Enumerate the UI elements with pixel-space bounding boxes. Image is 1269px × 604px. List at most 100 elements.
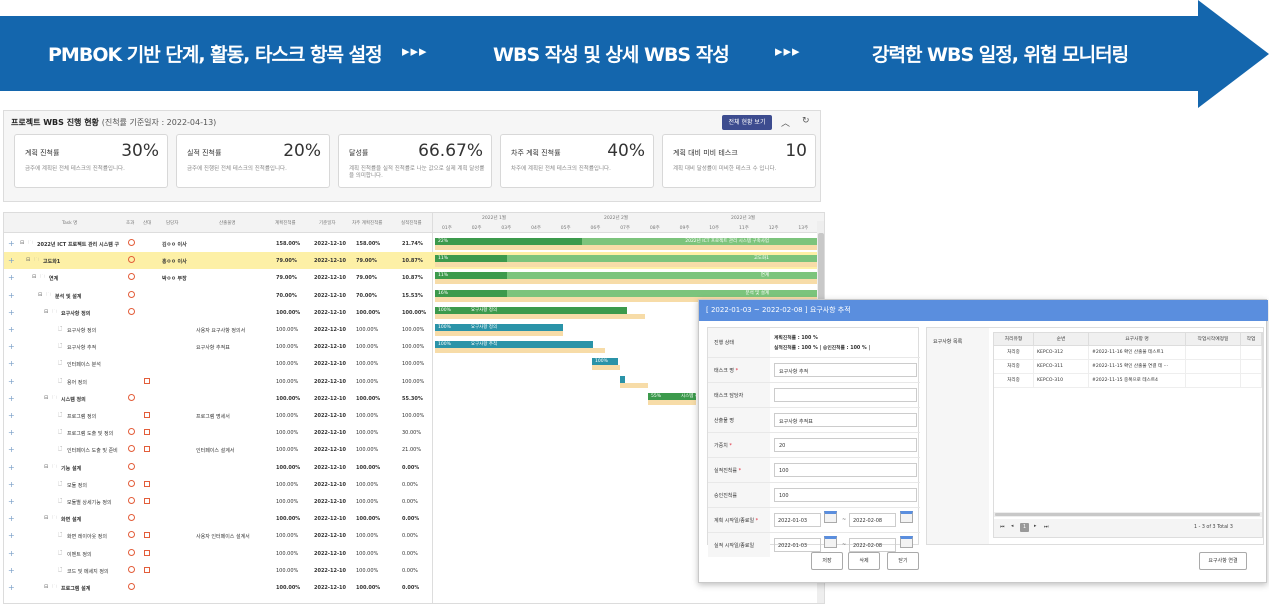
calendar-icon[interactable] [824,536,837,548]
add-row-icon[interactable]: + [8,307,15,317]
task-name-input[interactable]: 요구사항 추적 [774,363,917,377]
table-row[interactable]: + 🗋 코드 및 메세지 정의 100.00% 2022-12-10 100.00% 0.0… [4,562,824,579]
add-row-icon[interactable]: + [8,565,15,575]
add-row-icon[interactable]: + [8,376,15,386]
calendar-icon[interactable] [900,511,913,523]
actual-start-input[interactable]: 2022-01-03 [774,538,821,552]
first-page-icon[interactable]: ⏮ [1000,525,1005,530]
collapse-toggle-icon[interactable]: ⊟ [38,291,43,298]
table-row[interactable]: + 🗋 프로그램 정의 프로그램 명세서 100.00% 2022-12-10 100.00… [4,407,824,424]
requirement-cell[interactable]: 처리중 [994,374,1034,388]
requirement-cell[interactable]: 처리중 [994,346,1034,360]
th-requirement-name[interactable]: 요구사항 명 [1089,333,1186,346]
save-button[interactable]: 저장 [811,552,843,570]
link-requirement-button[interactable]: 요구사항 연결 [1199,552,1247,570]
add-row-icon[interactable]: + [8,325,15,334]
add-row-icon[interactable]: + [8,359,15,369]
col-task-name[interactable]: Task 명 [62,221,78,226]
col-actual-progress[interactable]: 실적진척률 [401,221,422,226]
table-row[interactable]: + 🗋 요구사항 추적 요구사항 추적표 100.00% 2022-12-10 100.00… [4,338,824,355]
chevron-up-icon[interactable]: ︿ [781,119,791,129]
current-page[interactable]: 1 [1020,523,1029,532]
add-row-icon[interactable]: + [8,497,15,506]
table-row[interactable]: + 🗋 모듈 정의 100.00% 2022-12-10 100.00% 0.00% [4,476,824,493]
th-planned-start[interactable]: 작업시작예정일 [1186,333,1241,346]
gantt-bar[interactable]: 55% 시스템 정의 [648,392,696,400]
requirement-cell[interactable]: #2022-11-15 중복으로 테스트4 [1089,374,1186,388]
th-seq[interactable]: 순번 [1034,333,1089,346]
table-row[interactable]: + 🗋 프로그램 도출 및 정의 100.00% 2022-12-10 100.00% 30… [4,424,824,441]
th-work[interactable]: 작업 [1241,333,1262,346]
add-row-icon[interactable]: + [8,548,15,558]
gantt-bar[interactable] [620,375,625,383]
calendar-icon[interactable] [900,536,913,548]
requirement-cell[interactable] [1241,360,1262,374]
table-row[interactable]: + ⊟ 🗀 연계 박ㅇㅇ 부장 79.00% 2022-12-10 79.00% 10.87% 연… [4,269,824,286]
col-next-plan[interactable]: 차주 계획진척률 [352,221,383,226]
add-row-icon[interactable]: + [8,428,15,438]
col-base-date[interactable]: 기준일자 [319,221,336,226]
gantt-bar[interactable]: 100% 요구사항 정의 [435,306,627,314]
next-page-icon[interactable]: ▸ [1034,524,1037,529]
table-row[interactable]: + ⊟ 🗀 2022년 ICT 프로젝트 관리 시스템 구 김ㅇㅇ 이사 158.00% 2… [4,235,824,252]
add-row-icon[interactable]: + [8,256,15,266]
requirement-cell[interactable] [1186,346,1241,360]
add-row-icon[interactable]: + [8,239,15,248]
gantt-bar[interactable]: 16% [435,289,507,297]
last-page-icon[interactable]: ⏭ [1044,525,1049,530]
add-row-icon[interactable]: + [8,445,15,455]
table-row[interactable]: + 🗋 요구사항 정의 사용자 요구사항 정의서 100.00% 2022-12-10 10… [4,321,824,338]
actual-progress-input[interactable]: 100 [774,463,917,477]
plan-end-input[interactable]: 2022-02-08 [849,513,896,527]
collapse-toggle-icon[interactable]: ⊟ [44,584,49,590]
table-row[interactable]: + ⊟ 🗀 기능 설계 100.00% 2022-12-10 100.00% 0.00% [4,459,824,476]
table-row[interactable]: + 🗋 인터페이스 분석 100.00% 2022-12-10 100.00% 100.00… [4,355,824,372]
table-row[interactable]: + ⊟ 🗀 요구사항 정의 100.00% 2022-12-10 100.00% 100.00… [4,304,824,321]
plan-start-input[interactable]: 2022-01-03 [774,513,821,527]
table-row[interactable]: + 🗋 인터페이스 도출 및 준비 인터페이스 설계서 100.00% 2022-12-1… [4,441,824,458]
owner-input[interactable] [774,388,917,402]
gantt-bar[interactable]: 11% [435,255,507,263]
collapse-toggle-icon[interactable]: ⊟ [20,240,25,246]
collapse-toggle-icon[interactable]: ⊟ [44,308,49,315]
add-row-icon[interactable]: + [8,342,15,352]
add-row-icon[interactable]: + [8,290,15,300]
add-row-icon[interactable]: + [8,479,15,489]
collapse-toggle-icon[interactable]: ⊟ [44,515,49,522]
requirement-cell[interactable]: KEPCO-310 [1034,374,1089,388]
table-row[interactable]: + 🗋 화면 레이아웃 정의 사용자 인터페이스 설계서 100.00% 2022-12-… [4,527,824,544]
gantt-bar[interactable]: 11% [435,272,507,280]
requirement-cell[interactable] [1186,360,1241,374]
add-row-icon[interactable]: + [8,411,15,420]
view-all-status-button[interactable]: 전체 현황 보기 [722,115,772,130]
requirement-cell[interactable]: 처리중 [994,360,1034,374]
table-row[interactable]: + 🗋 용어 정의 100.00% 2022-12-10 100.00% 100.00% [4,373,824,390]
output-input[interactable]: 요구사항 추적표 [774,413,917,427]
gantt-bar[interactable]: 100% 요구사항 추적 [435,341,593,349]
prev-page-icon[interactable]: ◂ [1011,524,1014,529]
table-row[interactable]: + ⊟ 🗀 고도화1 홍ㅇㅇ 이사 79.00% 2022-12-10 79.00% 10.87… [4,252,824,270]
add-row-icon[interactable]: + [8,583,15,592]
actual-end-input[interactable]: 2022-02-08 [849,538,896,552]
collapse-toggle-icon[interactable]: ⊟ [32,274,37,281]
col-plan-progress[interactable]: 계획진척률 [275,221,296,226]
requirement-cell[interactable] [1241,346,1262,360]
gantt-bar[interactable]: 100% [592,358,618,366]
col-overdue[interactable]: 초과 [126,221,135,226]
table-row[interactable]: + ⊟ 🗀 화면 설계 100.00% 2022-12-10 100.00% 0.00% [4,510,824,527]
refresh-icon[interactable]: ↻ [802,116,810,126]
add-row-icon[interactable]: + [8,514,15,524]
gantt-bar[interactable]: 100% 요구사항 정의 [435,324,563,331]
horizontal-scroll-thumb[interactable] [995,513,1260,516]
table-row[interactable]: + ⊟ 🗀 분석 및 설계 70.00% 2022-12-10 70.00% 15.53% 분석… [4,287,824,304]
table-row[interactable]: + 🗋 이벤트 정의 100.00% 2022-12-10 100.00% 0.00% [4,545,824,562]
add-row-icon[interactable]: + [8,393,15,403]
requirement-cell[interactable] [1241,374,1262,388]
requirement-cell[interactable]: #2022-11-16 확인 산출물 테스트1 [1089,346,1186,360]
table-row[interactable]: + 🗋 모듈별 상세기능 정의 100.00% 2022-12-10 100.00% 0.0… [4,493,824,510]
approve-progress-input[interactable]: 100 [774,488,917,502]
weight-input[interactable]: 20 [774,438,917,452]
requirement-cell[interactable] [1186,374,1241,388]
vertical-scroll-thumb[interactable] [818,233,824,343]
col-output[interactable]: 산출물명 [219,221,236,226]
